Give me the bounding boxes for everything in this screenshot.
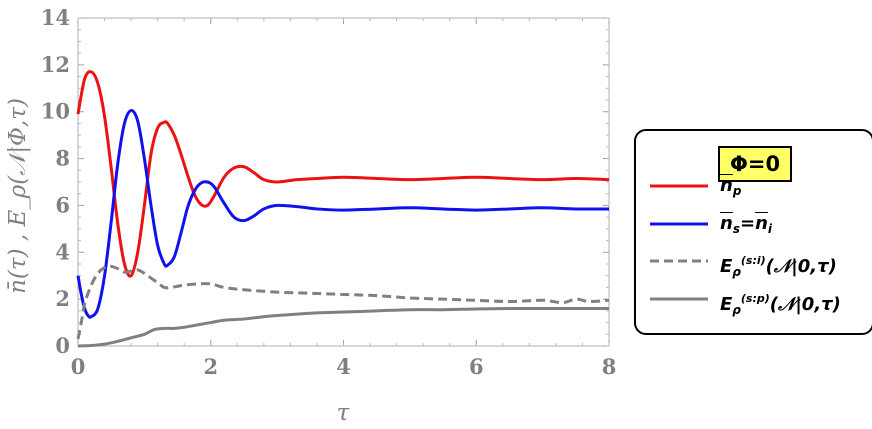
series-layer [76,70,610,348]
legend-item-np: np [650,171,870,201]
legend-label-np: np [720,175,742,198]
series-np-line [76,70,610,278]
legend-swatch-e-si [650,259,708,263]
legend-swatch-e-sp [650,297,708,301]
y-tick-label: 0 [55,333,70,358]
legend-swatch-np [650,184,708,188]
axis-ticks [77,17,610,347]
y-axis-label: n̄(τ) , E_ρ(𝒩|Φ,τ) [5,98,31,294]
y-tick-label: 8 [55,146,70,171]
x-axis-label: τ [337,400,351,426]
legend-label-e-sp: Eρ(s:p)(𝒩|0,τ) [720,292,841,317]
legend-title: Φ=0 [718,146,793,182]
legend-item-e-sp: Eρ(s:p)(𝒩|0,τ) [650,284,870,317]
plot-border [77,17,610,347]
legend-item-ns-ni: ns=ni [650,209,870,239]
y-tick-label: 12 [41,52,70,77]
y-tick-label: 10 [41,99,70,124]
legend-label-e-si: Eρ(s:i)(𝒩|0,τ) [720,254,837,279]
legend-label-ns-ni: ns=ni [720,213,773,236]
series-e-sp-line [77,306,609,348]
legend: Φ=0 np ns=ni Eρ(s:i)(𝒩|0,τ) Eρ(s:p)(𝒩|0,… [634,129,872,335]
x-tick-label: 8 [602,354,617,379]
y-tick-label: 14 [41,5,70,30]
x-tick-labels: 0 2 4 6 8 [71,354,617,379]
series-ns-ni-line [76,109,610,319]
x-tick-label: 4 [336,354,351,379]
y-tick-label: 2 [55,286,70,311]
x-tick-label: 2 [203,354,218,379]
y-tick-label: 4 [55,239,70,264]
legend-swatch-ns-ni [650,222,708,226]
plot-frame [77,17,610,347]
x-tick-label: 0 [71,354,86,379]
y-tick-labels: 0 2 4 6 8 10 12 14 [41,5,70,358]
series-e-si-line [76,264,610,340]
legend-item-e-si: Eρ(s:i)(𝒩|0,τ) [650,246,870,279]
y-tick-label: 6 [55,192,70,217]
x-tick-label: 6 [469,354,484,379]
